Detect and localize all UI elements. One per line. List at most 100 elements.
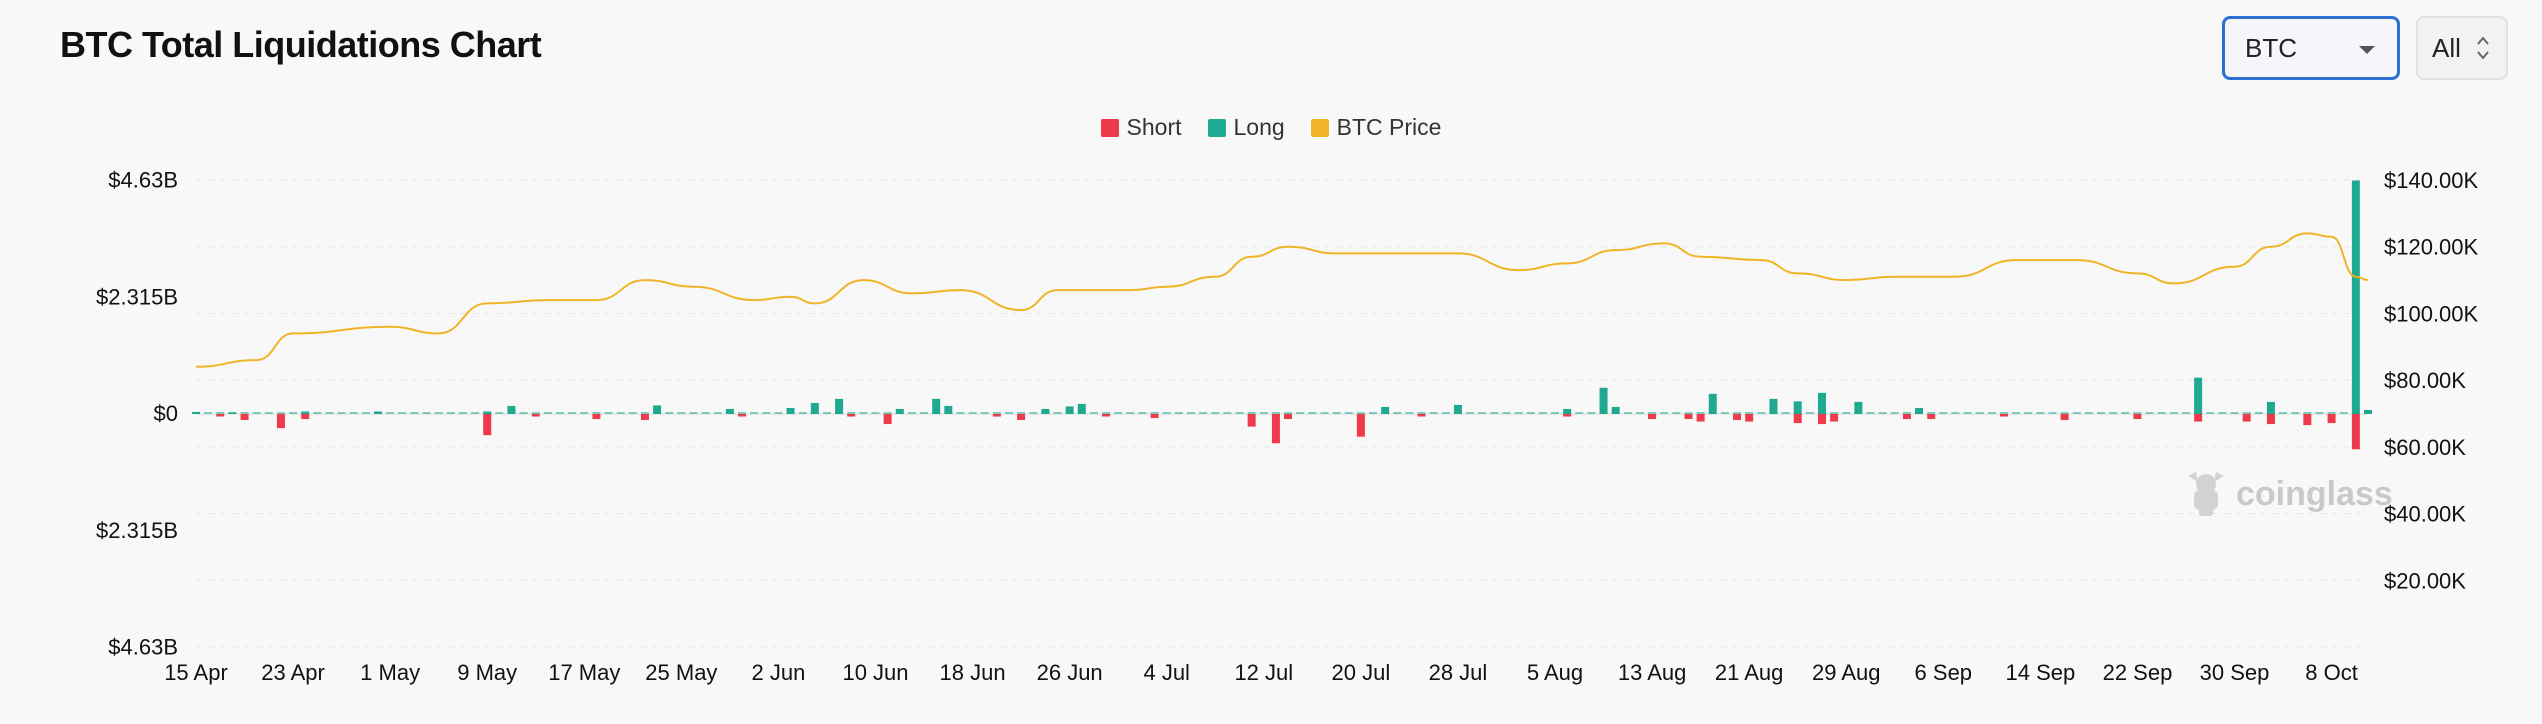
baseline-bar [1077, 412, 1086, 414]
short-bar [1271, 414, 1280, 444]
x-tick-label: 4 Jul [1143, 660, 1189, 685]
baseline-bar [2121, 412, 2130, 414]
long-bar [1817, 392, 1826, 414]
long-bar [835, 398, 844, 414]
y-right-tick-label: $120.00K [2384, 235, 2479, 260]
baseline-bar [301, 412, 310, 414]
y-right-tick-label: $100.00K [2384, 301, 2479, 326]
baseline-bar [1126, 412, 1135, 414]
y-right-tick-label: $60.00K [2384, 435, 2466, 460]
baseline-bar [1478, 412, 1487, 414]
coin-select-value: BTC [2245, 32, 2297, 63]
baseline-bar [2157, 412, 2166, 414]
short-bar [1830, 414, 1839, 422]
y-left-tick-label: $0 [154, 401, 178, 426]
baseline-bar [2072, 412, 2081, 414]
baseline-bar [1672, 412, 1681, 414]
baseline-bar [1781, 412, 1790, 414]
price-line-layer [195, 232, 2369, 368]
baseline-bar [495, 412, 504, 414]
bars-layer [192, 180, 2372, 450]
short-bar [1696, 414, 1705, 422]
baseline-bar [1017, 412, 1026, 414]
y-left-tick-label: $4.63B [108, 635, 178, 660]
x-tick-label: 14 Sep [2006, 660, 2076, 685]
legend-item-long[interactable]: Long [1207, 114, 1285, 141]
short-bar [1902, 414, 1911, 420]
range-select[interactable]: All [2416, 16, 2508, 80]
baseline-bar [192, 412, 200, 414]
baseline-bar [883, 412, 892, 414]
short-bar [1684, 414, 1693, 420]
baseline-bar [349, 412, 358, 414]
baseline-bar [980, 412, 989, 414]
baseline-bar [2145, 412, 2154, 414]
baseline-bar [1429, 412, 1438, 414]
baseline-bar [1369, 412, 1378, 414]
baseline-bar [1587, 412, 1596, 414]
baseline-bar [1089, 412, 1098, 414]
short-bar [1745, 414, 1754, 422]
x-tick-label: 26 Jun [1037, 660, 1103, 685]
baseline-bar [750, 412, 759, 414]
long-bar [1041, 408, 1050, 414]
long-bar [1708, 393, 1717, 414]
long-bar [1915, 407, 1924, 414]
baseline-bar [1902, 412, 1911, 414]
short-bar [301, 414, 310, 420]
baseline-bar [1745, 412, 1754, 414]
baseline-bar [1927, 412, 1936, 414]
baseline-bar [1793, 412, 1802, 414]
baseline-bar [1611, 412, 1620, 414]
baseline-bar [2194, 412, 2203, 414]
baseline-bar [1769, 412, 1778, 414]
short-bar [1417, 414, 1426, 417]
x-tick-label: 21 Aug [1715, 660, 1784, 685]
x-tick-label: 8 Oct [2305, 660, 2358, 685]
baseline-bar [1150, 412, 1159, 414]
baseline-bar [822, 412, 831, 414]
legend-item-price[interactable]: BTC Price [1310, 114, 1441, 141]
baseline-bar [689, 412, 698, 414]
baseline-bar [1441, 412, 1450, 414]
baseline-bar [1065, 412, 1074, 414]
baseline-bar [1526, 412, 1535, 414]
baseline-bar [956, 412, 965, 414]
short-bar [1150, 414, 1159, 419]
coinglass-logo-icon [2188, 472, 2224, 516]
baseline-bar [1308, 412, 1317, 414]
legend-item-short[interactable]: Short [1100, 114, 1182, 141]
baseline-bar [1830, 412, 1839, 414]
baseline-bar [204, 412, 213, 414]
baseline-bar [531, 412, 540, 414]
baseline-bar [1842, 412, 1851, 414]
baseline-bar [725, 412, 734, 414]
baseline-bar [1344, 412, 1353, 414]
btc-price-line [195, 232, 2369, 368]
baseline-bar [640, 412, 649, 414]
baseline-bar [1320, 412, 1329, 414]
baseline-bar [228, 412, 237, 414]
y-left-tick-label: $4.63B [108, 168, 178, 193]
long-bar [810, 402, 819, 414]
baseline-bar [568, 412, 577, 414]
short-bar [738, 414, 747, 417]
baseline-bar [422, 412, 431, 414]
short-bar [1563, 414, 1572, 417]
coin-select[interactable]: BTC [2222, 16, 2400, 80]
long-bar [653, 405, 662, 414]
x-tick-label: 17 May [548, 660, 620, 685]
baseline-bar [1684, 412, 1693, 414]
short-bar [1817, 414, 1826, 425]
baseline-bar [1514, 412, 1523, 414]
baseline-bar [1939, 412, 1948, 414]
baseline-bar [2133, 412, 2142, 414]
baseline-bar [1708, 412, 1717, 414]
long-bar [1065, 406, 1074, 414]
baseline-bar [2303, 412, 2312, 414]
baseline-bar [738, 412, 747, 414]
baseline-bar [313, 412, 322, 414]
baseline-bar [1915, 412, 1924, 414]
baseline-bar [325, 412, 334, 414]
baseline-bar [798, 412, 807, 414]
